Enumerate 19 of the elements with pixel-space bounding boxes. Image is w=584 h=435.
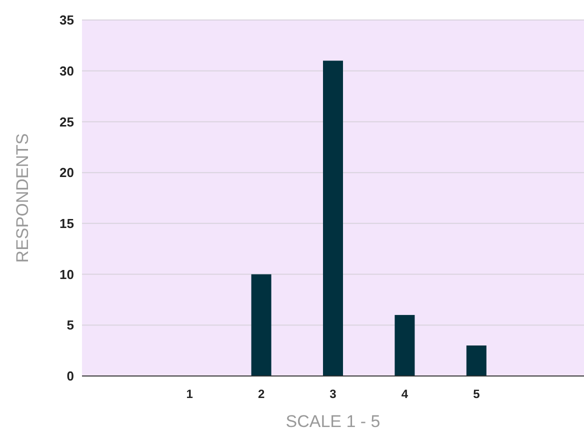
y-tick-label: 5	[66, 318, 74, 333]
bar	[251, 274, 272, 376]
bar	[394, 314, 415, 376]
x-tick-label: 3	[330, 387, 337, 401]
y-tick-label: 0	[66, 368, 74, 384]
x-tick-label: 4	[401, 387, 408, 401]
y-tick-label: 35	[60, 12, 74, 28]
y-tick-label: 30	[60, 63, 74, 78]
bar	[323, 60, 343, 376]
y-tick-label: 10	[60, 266, 74, 282]
x-tick-label: 2	[258, 387, 265, 401]
y-tick-label: 15	[60, 216, 74, 231]
y-tick-label: 20	[60, 165, 74, 180]
y-tick-label: 25	[60, 114, 74, 130]
x-axis-title: SCALE 1 - 5	[286, 412, 380, 431]
x-tick-label: 5	[473, 387, 480, 401]
y-axis-title: RESPONDENTS	[13, 133, 32, 263]
bar	[466, 345, 486, 376]
x-tick-label: 1	[186, 387, 194, 401]
